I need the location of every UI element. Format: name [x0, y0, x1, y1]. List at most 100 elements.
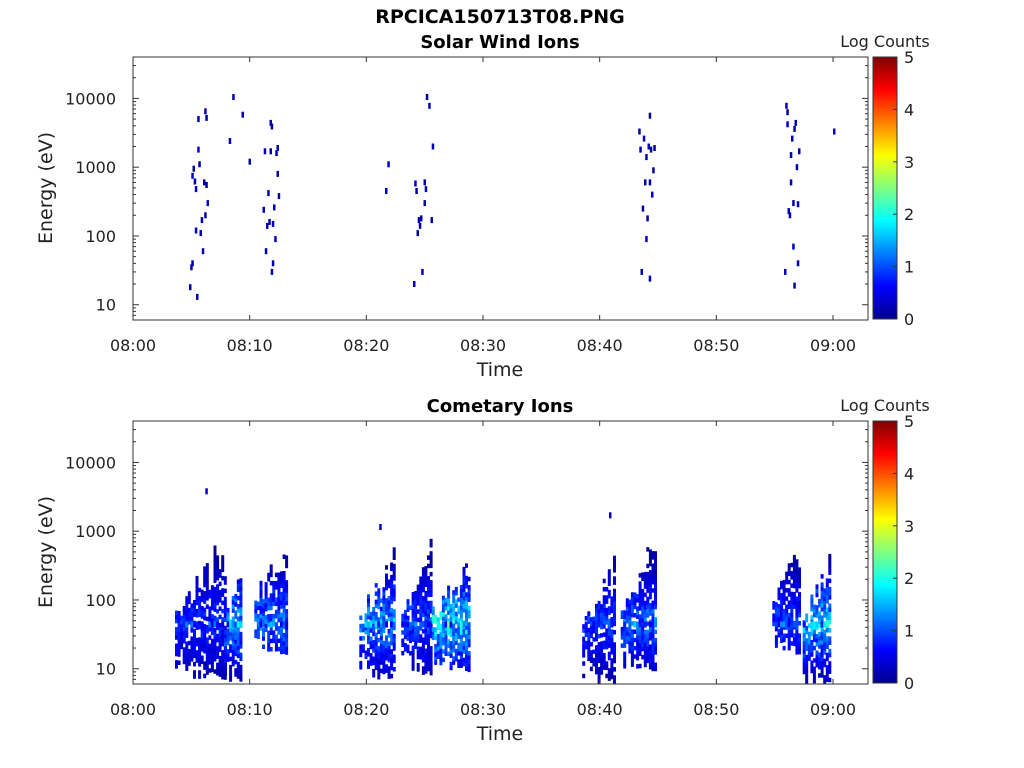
- heatmap-cell: [419, 646, 423, 652]
- heatmap-cell: [200, 593, 204, 599]
- heatmap-cell: [182, 639, 186, 644]
- heatmap-cell: [810, 648, 814, 653]
- heatmap-cell: [224, 662, 227, 667]
- heatmap-cell: [419, 626, 423, 631]
- heatmap-cell: [638, 643, 642, 648]
- heatmap-cell: [641, 588, 645, 594]
- heatmap-cell: [262, 206, 265, 213]
- heatmap-cell: [790, 604, 794, 609]
- heatmap-cell: [239, 673, 243, 678]
- heatmap-cell: [584, 632, 588, 637]
- heatmap-cell: [787, 633, 791, 638]
- heatmap-cell: [274, 601, 278, 607]
- heatmap-cell: [259, 601, 263, 606]
- heatmap-cell: [648, 112, 652, 119]
- heatmap-cell: [818, 636, 822, 641]
- heatmap-cell: [795, 596, 799, 601]
- heatmap-cell: [641, 630, 645, 635]
- heatmap-cell: [439, 652, 443, 658]
- heatmap-cell: [203, 599, 207, 604]
- heatmap-cell: [795, 575, 799, 581]
- colorbar-tick-label: 0: [904, 310, 914, 329]
- heatmap-cell: [387, 645, 391, 650]
- heatmap-cell: [628, 603, 632, 609]
- heatmap-cell: [234, 610, 238, 615]
- heatmap-cell: [379, 660, 383, 665]
- heatmap-cell: [648, 594, 652, 600]
- heatmap-cell: [285, 642, 289, 647]
- heatmap-cell: [643, 613, 647, 618]
- heatmap-cell: [449, 645, 453, 650]
- heatmap-cell: [221, 588, 225, 593]
- heatmap-cell: [607, 672, 611, 677]
- heatmap-cell: [208, 643, 212, 649]
- heatmap-cell: [452, 602, 456, 608]
- heatmap-cell: [459, 585, 463, 590]
- panel-title: Solar Wind Ions: [420, 32, 579, 53]
- heatmap-cell: [792, 200, 795, 207]
- heatmap-cell: [643, 617, 647, 622]
- heatmap-cell: [589, 650, 593, 655]
- heatmap-cell: [441, 612, 445, 617]
- heatmap-cell: [630, 633, 634, 639]
- heatmap-cell: [259, 617, 263, 623]
- heatmap-cell: [628, 611, 632, 617]
- heatmap-cell: [780, 580, 783, 586]
- heatmap-cell: [447, 639, 451, 644]
- heatmap-cell: [190, 640, 194, 646]
- heatmap-cell: [459, 655, 463, 660]
- heatmap-cell: [193, 641, 196, 646]
- heatmap-cell: [175, 631, 178, 636]
- heatmap-cell: [605, 628, 609, 633]
- heatmap-cell: [198, 608, 202, 613]
- heatmap-cell: [282, 641, 286, 646]
- heatmap-cell: [259, 621, 263, 628]
- heatmap-cell: [777, 628, 781, 634]
- heatmap-cell: [254, 604, 258, 610]
- heatmap-cell: [377, 588, 381, 593]
- heatmap-cell: [367, 614, 370, 620]
- heatmap-cell: [424, 632, 428, 637]
- heatmap-cell: [645, 154, 648, 161]
- heatmap-cell: [796, 201, 800, 208]
- heatmap-cell: [419, 580, 423, 586]
- heatmap-cell: [413, 281, 416, 287]
- heatmap-cell: [792, 559, 796, 564]
- heatmap-cell: [277, 576, 281, 582]
- heatmap-cell: [223, 625, 227, 631]
- heatmap-cell: [382, 657, 386, 662]
- heatmap-cell: [592, 637, 596, 642]
- heatmap-cell: [392, 658, 396, 664]
- heatmap-cell: [213, 628, 217, 633]
- heatmap-cell: [379, 623, 383, 628]
- heatmap-cell: [208, 621, 212, 628]
- heatmap-cell: [823, 613, 827, 618]
- heatmap-cell: [467, 638, 471, 644]
- heatmap-cell: [602, 615, 606, 621]
- heatmap-cell: [429, 670, 433, 676]
- heatmap-cell: [449, 661, 453, 667]
- heatmap-cell: [774, 602, 778, 607]
- heatmap-cell: [825, 636, 829, 641]
- heatmap-cell: [256, 618, 260, 623]
- heatmap-cell: [182, 659, 186, 665]
- heatmap-cell: [216, 646, 220, 651]
- heatmap-cell: [223, 613, 227, 618]
- heatmap-cell: [185, 608, 189, 614]
- heatmap-cell: [452, 594, 456, 599]
- heatmap-cell: [789, 152, 793, 159]
- heatmap-cell: [374, 640, 378, 646]
- heatmap-cell: [597, 633, 601, 639]
- heatmap-cell: [780, 621, 783, 628]
- heatmap-cell: [269, 647, 273, 652]
- heatmap-cell: [218, 668, 222, 673]
- heatmap-cell: [610, 596, 614, 601]
- heatmap-cell: [431, 606, 435, 611]
- heatmap-cell: [414, 615, 418, 621]
- heatmap-cell: [406, 615, 410, 621]
- heatmap-cell: [646, 646, 650, 651]
- heatmap-cell: [782, 579, 786, 585]
- heatmap-cell: [270, 268, 274, 275]
- heatmap-cell: [465, 658, 468, 663]
- heatmap-cell: [193, 621, 196, 628]
